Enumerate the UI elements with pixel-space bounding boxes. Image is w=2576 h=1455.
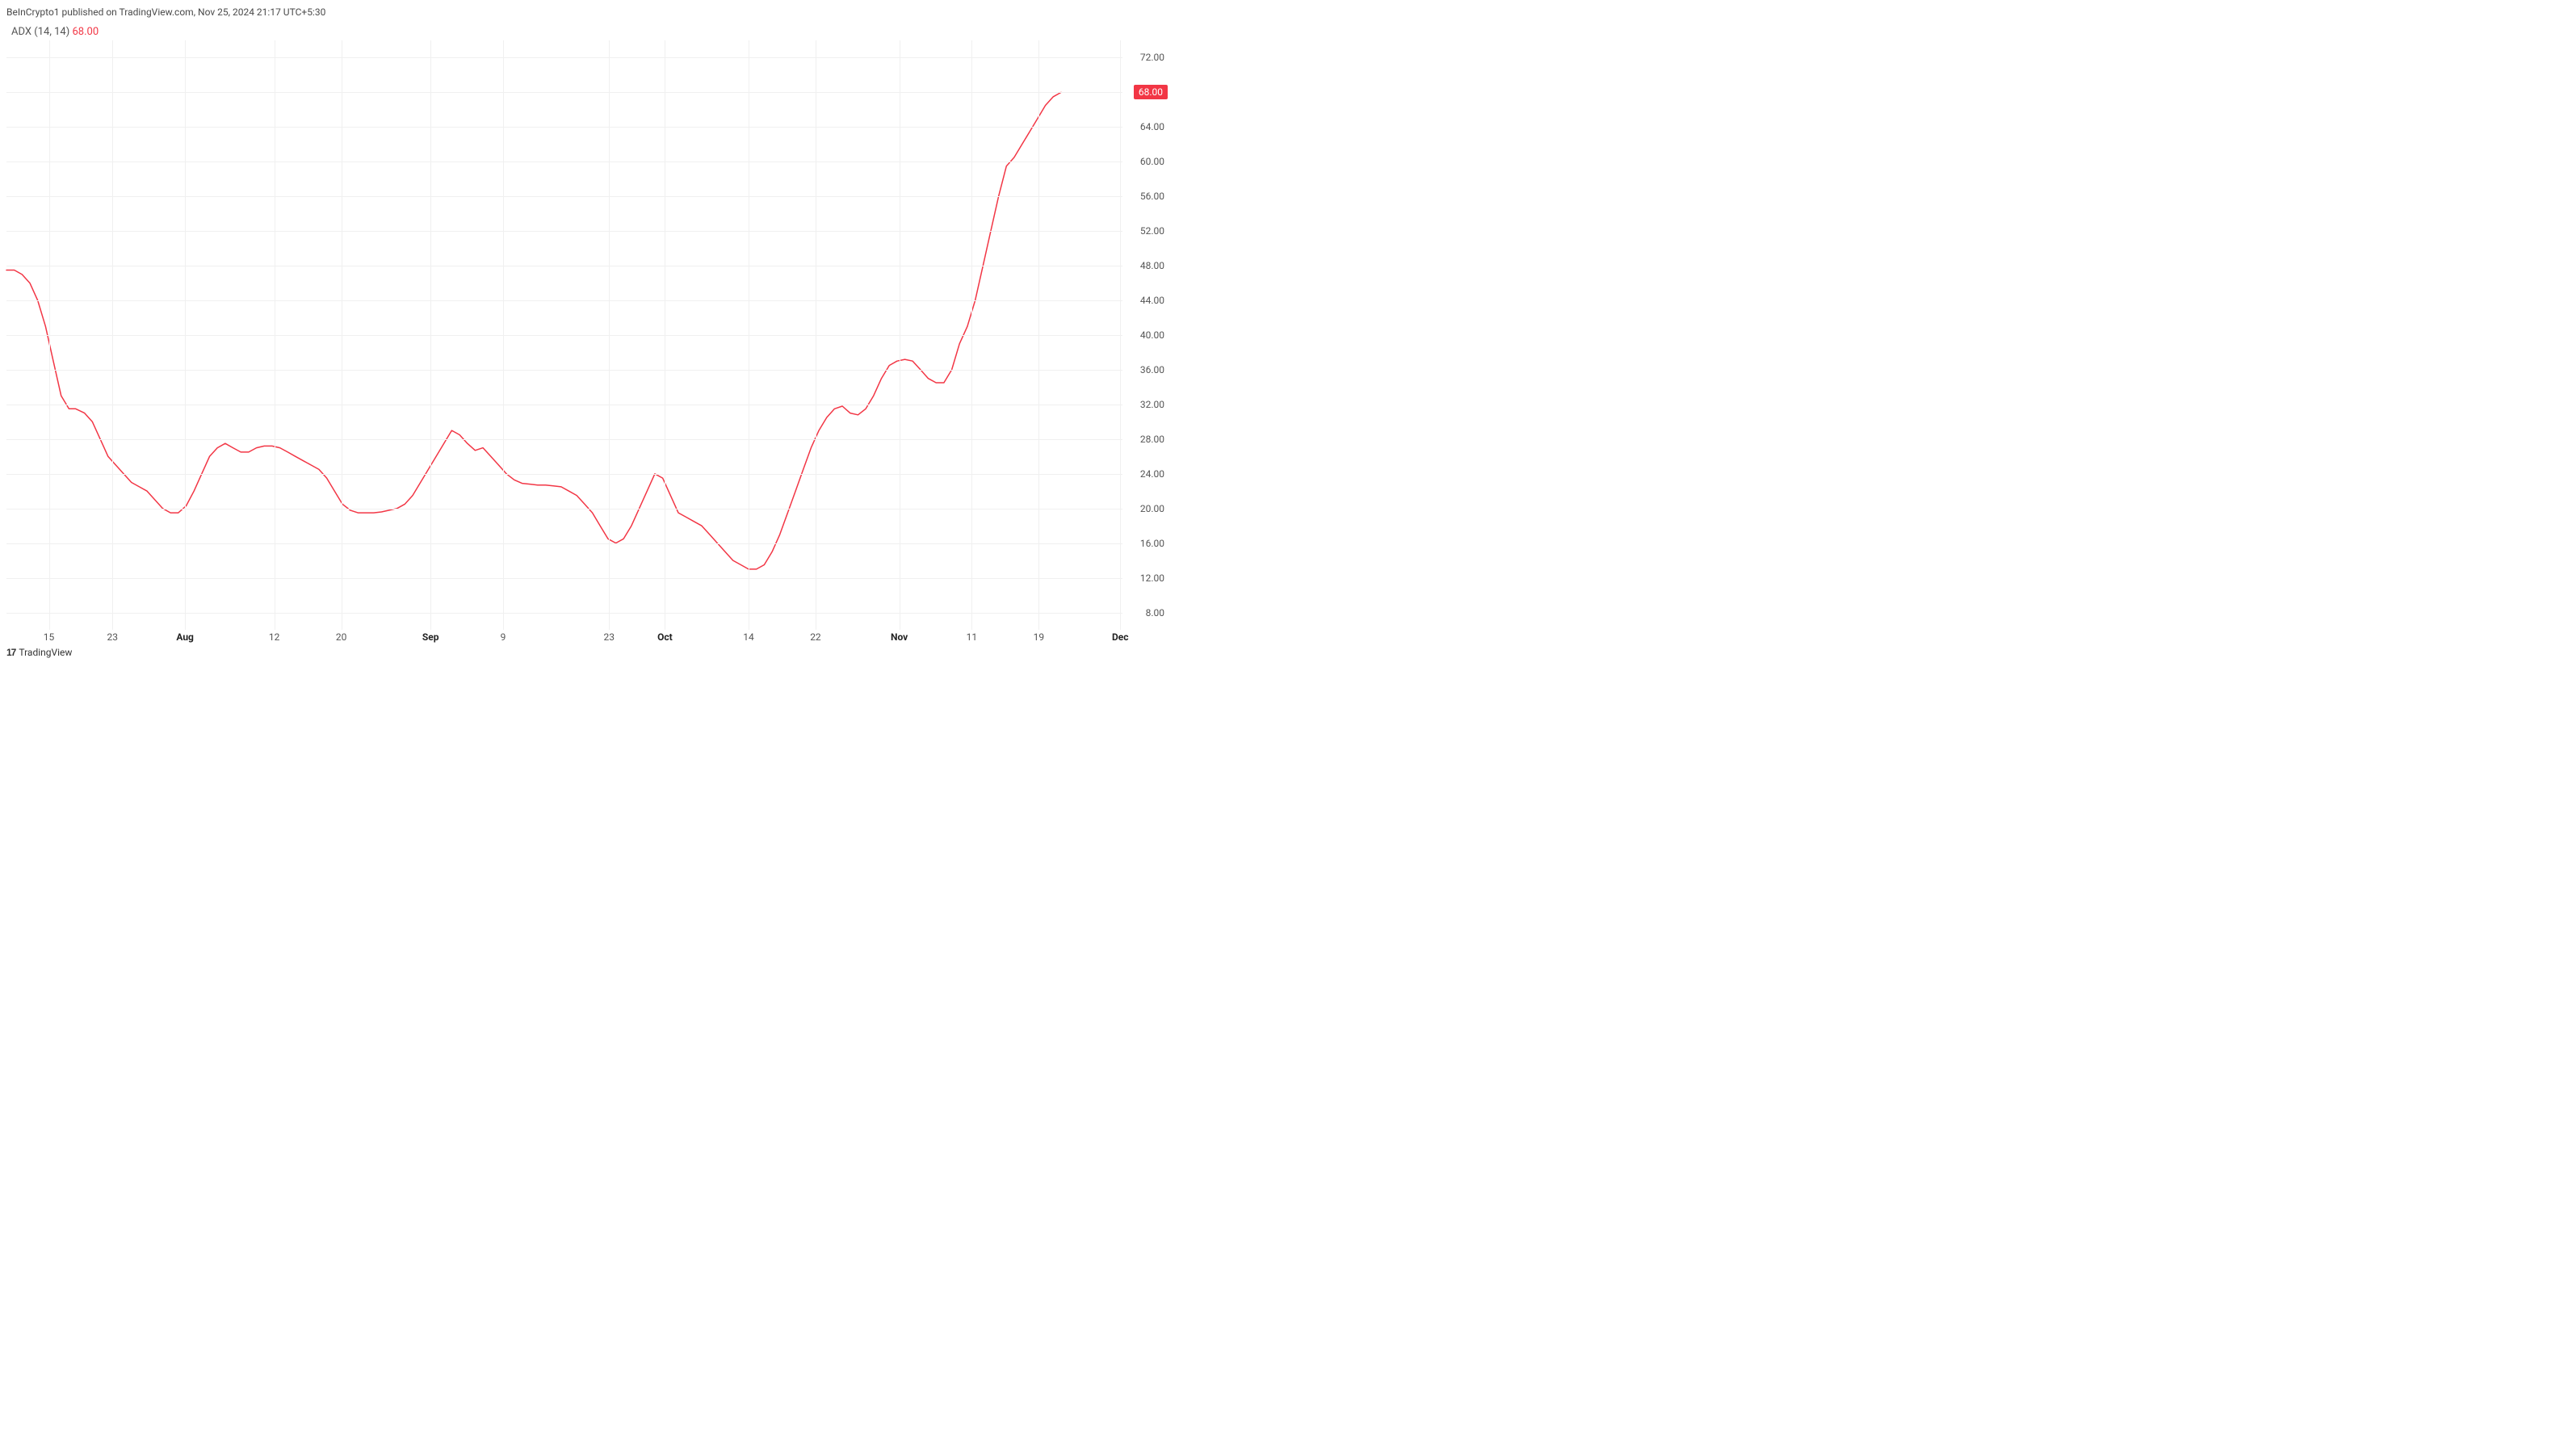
x-tick-label: Aug xyxy=(176,631,194,643)
x-tick-label: Sep xyxy=(422,631,439,643)
gridline-h xyxy=(6,370,1122,371)
gridline-v xyxy=(49,40,50,630)
y-tick-label: 8.00 xyxy=(1146,607,1164,618)
chart-header: BeInCrypto1 published on TradingView.com… xyxy=(6,6,325,18)
gridline-h xyxy=(6,300,1122,301)
x-tick-label: 15 xyxy=(44,631,55,643)
gridline-h xyxy=(6,613,1122,614)
gridline-h xyxy=(6,578,1122,579)
y-tick-label: 28.00 xyxy=(1140,434,1164,445)
footer-attribution: 17 TradingView xyxy=(6,647,72,658)
gridline-h xyxy=(6,439,1122,440)
x-tick-label: 22 xyxy=(810,631,821,643)
x-tick-label: Dec xyxy=(1112,631,1129,643)
gridline-v xyxy=(112,40,113,630)
gridline-v xyxy=(609,40,610,630)
indicator-params: (14, 14) xyxy=(34,26,69,38)
x-tick-label: 12 xyxy=(269,631,280,643)
y-tick-label: 40.00 xyxy=(1140,329,1164,341)
gridline-h xyxy=(6,543,1122,544)
gridline-v xyxy=(1038,40,1039,630)
indicator-label: ADX (14, 14) 68.00 xyxy=(11,26,99,38)
y-tick-label: 44.00 xyxy=(1140,295,1164,306)
y-tick-label: 48.00 xyxy=(1140,260,1164,271)
gridline-h xyxy=(6,57,1122,58)
y-tick-label: 56.00 xyxy=(1140,191,1164,202)
gridline-h xyxy=(6,127,1122,128)
y-tick-label: 64.00 xyxy=(1140,121,1164,132)
x-tick-label: 9 xyxy=(501,631,506,643)
y-tick-label: 12.00 xyxy=(1140,572,1164,584)
x-tick-label: 23 xyxy=(107,631,119,643)
x-tick-label: 19 xyxy=(1034,631,1045,643)
y-tick-label: 52.00 xyxy=(1140,225,1164,237)
x-tick-label: 23 xyxy=(604,631,615,643)
current-value-marker: 68.00 xyxy=(1134,85,1168,99)
gridline-h xyxy=(6,335,1122,336)
y-tick-label: 36.00 xyxy=(1140,364,1164,375)
y-tick-label: 16.00 xyxy=(1140,538,1164,549)
gridline-v xyxy=(185,40,186,630)
gridline-v xyxy=(1120,40,1121,630)
x-tick-label: 20 xyxy=(336,631,347,643)
y-axis[interactable]: 8.00 12.00 16.00 20.00 24.00 28.00 32.00 36.00 4… xyxy=(1126,40,1171,630)
x-tick-label: Nov xyxy=(891,631,908,643)
x-tick-label: 11 xyxy=(967,631,978,643)
footer-brand: TradingView xyxy=(19,647,72,658)
y-tick-label: 32.00 xyxy=(1140,399,1164,410)
gridline-v xyxy=(503,40,504,630)
indicator-name: ADX xyxy=(11,26,31,38)
y-tick-label: 20.00 xyxy=(1140,503,1164,514)
indicator-value: 68.00 xyxy=(72,26,99,38)
y-tick-label: 60.00 xyxy=(1140,156,1164,167)
x-axis[interactable]: 1523Aug1220Sep923Oct1422Nov1119Dec xyxy=(6,631,1122,649)
gridline-h xyxy=(6,92,1122,93)
chart-plot-area[interactable] xyxy=(6,40,1122,630)
gridline-v xyxy=(971,40,972,630)
gridline-h xyxy=(6,196,1122,197)
x-tick-label: 14 xyxy=(743,631,754,643)
y-tick-label: 72.00 xyxy=(1140,52,1164,63)
gridline-v xyxy=(430,40,431,630)
gridline-h xyxy=(6,231,1122,232)
tradingview-logo-icon: 17 xyxy=(6,647,15,658)
y-tick-label: 24.00 xyxy=(1140,468,1164,480)
gridline-h xyxy=(6,474,1122,475)
x-tick-label: Oct xyxy=(657,631,673,643)
gridline-h xyxy=(6,161,1122,162)
adx-line xyxy=(6,92,1061,569)
